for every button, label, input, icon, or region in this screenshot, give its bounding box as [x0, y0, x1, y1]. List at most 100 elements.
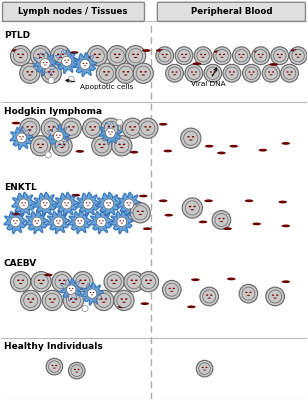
- Ellipse shape: [192, 136, 194, 138]
- Ellipse shape: [137, 210, 139, 212]
- Ellipse shape: [274, 50, 286, 62]
- Ellipse shape: [292, 50, 304, 62]
- Ellipse shape: [63, 280, 66, 281]
- Ellipse shape: [295, 54, 297, 55]
- Ellipse shape: [227, 278, 236, 280]
- Ellipse shape: [138, 214, 142, 215]
- Ellipse shape: [44, 205, 47, 206]
- Ellipse shape: [36, 223, 38, 224]
- Text: Apoptotic cells: Apoptotic cells: [66, 79, 134, 90]
- Ellipse shape: [120, 298, 123, 300]
- Ellipse shape: [226, 67, 238, 80]
- Ellipse shape: [14, 49, 28, 63]
- Ellipse shape: [83, 63, 84, 64]
- Ellipse shape: [140, 71, 142, 73]
- Ellipse shape: [156, 49, 164, 52]
- Ellipse shape: [281, 64, 298, 82]
- Ellipse shape: [43, 202, 44, 204]
- Ellipse shape: [235, 50, 248, 62]
- Ellipse shape: [172, 71, 174, 73]
- Ellipse shape: [59, 280, 61, 281]
- Ellipse shape: [99, 220, 101, 221]
- Ellipse shape: [65, 205, 68, 206]
- Text: Hodgkin lymphoma: Hodgkin lymphoma: [4, 107, 102, 116]
- Text: Peripheral Blood: Peripheral Blood: [191, 7, 272, 16]
- Ellipse shape: [19, 136, 21, 137]
- Ellipse shape: [120, 220, 121, 221]
- Ellipse shape: [30, 136, 51, 156]
- Ellipse shape: [37, 144, 39, 145]
- Ellipse shape: [139, 195, 148, 197]
- Ellipse shape: [75, 217, 85, 227]
- Ellipse shape: [221, 57, 224, 58]
- Ellipse shape: [34, 275, 48, 289]
- Ellipse shape: [112, 283, 116, 284]
- Ellipse shape: [61, 118, 81, 138]
- Ellipse shape: [75, 150, 84, 153]
- Ellipse shape: [297, 57, 300, 58]
- Ellipse shape: [130, 151, 138, 154]
- Ellipse shape: [105, 298, 107, 300]
- Ellipse shape: [52, 272, 72, 292]
- Ellipse shape: [23, 121, 37, 135]
- Ellipse shape: [38, 280, 40, 281]
- Ellipse shape: [123, 144, 125, 145]
- Ellipse shape: [40, 59, 50, 69]
- Ellipse shape: [199, 363, 210, 374]
- Ellipse shape: [100, 147, 104, 148]
- Ellipse shape: [81, 283, 85, 284]
- Ellipse shape: [210, 71, 212, 73]
- Ellipse shape: [87, 289, 97, 298]
- Ellipse shape: [95, 57, 99, 58]
- Ellipse shape: [39, 147, 42, 148]
- Ellipse shape: [289, 47, 307, 65]
- Ellipse shape: [185, 201, 199, 215]
- Ellipse shape: [159, 123, 168, 126]
- Ellipse shape: [62, 56, 72, 66]
- Ellipse shape: [282, 142, 290, 145]
- Ellipse shape: [188, 67, 200, 80]
- Ellipse shape: [17, 280, 20, 281]
- Ellipse shape: [223, 54, 225, 55]
- Ellipse shape: [95, 139, 109, 153]
- Ellipse shape: [144, 71, 147, 73]
- Ellipse shape: [48, 71, 50, 73]
- Ellipse shape: [230, 74, 233, 75]
- Ellipse shape: [189, 206, 191, 207]
- Ellipse shape: [137, 54, 139, 55]
- Ellipse shape: [127, 275, 141, 289]
- Ellipse shape: [269, 63, 278, 66]
- Ellipse shape: [86, 202, 87, 204]
- Ellipse shape: [272, 294, 274, 296]
- Polygon shape: [60, 279, 83, 301]
- Ellipse shape: [75, 298, 77, 300]
- Ellipse shape: [124, 199, 134, 209]
- Ellipse shape: [142, 49, 151, 52]
- Ellipse shape: [76, 275, 90, 289]
- Ellipse shape: [144, 126, 147, 128]
- Text: CAEBV: CAEBV: [4, 258, 37, 268]
- Ellipse shape: [44, 274, 52, 276]
- Ellipse shape: [98, 144, 101, 145]
- Polygon shape: [10, 126, 33, 150]
- Ellipse shape: [78, 369, 79, 370]
- Ellipse shape: [70, 290, 72, 291]
- Ellipse shape: [242, 287, 255, 300]
- Ellipse shape: [165, 283, 178, 296]
- Text: ENKTL: ENKTL: [4, 183, 37, 192]
- Ellipse shape: [162, 54, 164, 55]
- Ellipse shape: [185, 54, 187, 55]
- Ellipse shape: [31, 126, 33, 128]
- Ellipse shape: [245, 67, 258, 80]
- Ellipse shape: [281, 54, 283, 55]
- Ellipse shape: [291, 49, 299, 52]
- Ellipse shape: [242, 54, 245, 55]
- Ellipse shape: [59, 135, 61, 136]
- Ellipse shape: [53, 298, 56, 300]
- Ellipse shape: [187, 136, 190, 138]
- Ellipse shape: [60, 283, 64, 284]
- Ellipse shape: [31, 71, 33, 73]
- Ellipse shape: [71, 194, 80, 196]
- Ellipse shape: [124, 74, 128, 76]
- Ellipse shape: [20, 139, 23, 140]
